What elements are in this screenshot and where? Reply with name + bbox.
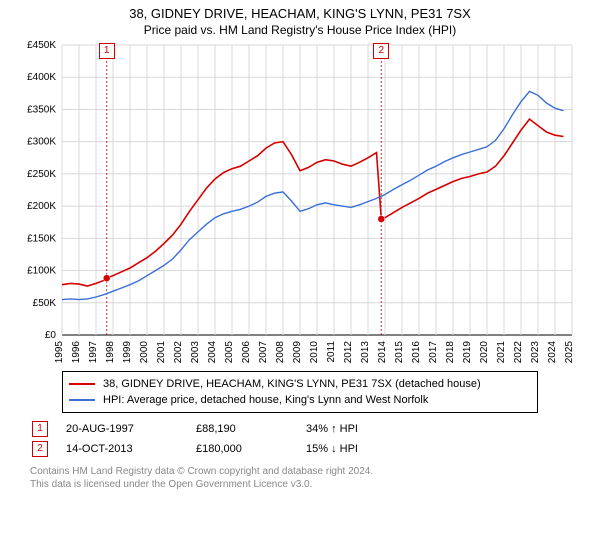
svg-text:1999: 1999 [122, 341, 133, 364]
svg-text:2007: 2007 [258, 341, 269, 364]
event-date: 14-OCT-2013 [66, 443, 196, 455]
event-price: £88,190 [196, 423, 306, 435]
chart-subtitle: Price paid vs. HM Land Registry's House … [0, 23, 600, 37]
transaction-events: 1 20-AUG-1997£88,19034% ↑ HPI 2 14-OCT-2013… [30, 419, 570, 459]
svg-text:2008: 2008 [275, 341, 286, 364]
footer-line-1: Contains HM Land Registry data © Crown c… [30, 465, 570, 478]
svg-text:1997: 1997 [88, 341, 99, 364]
svg-text:2021: 2021 [496, 341, 507, 364]
svg-text:£250K: £250K [27, 169, 56, 180]
svg-text:2013: 2013 [360, 341, 371, 364]
price-chart: £0 £50K £100K £150K £200K £250K £300K £350K £400… [0, 37, 600, 367]
chart-container: 38, GIDNEY DRIVE, HEACHAM, KING'S LYNN, … [0, 0, 600, 560]
svg-text:1998: 1998 [105, 341, 116, 364]
svg-text:£100K: £100K [27, 266, 56, 277]
svg-text:2024: 2024 [547, 341, 558, 364]
legend-item-property: 38, GIDNEY DRIVE, HEACHAM, KING'S LYNN, … [69, 376, 531, 392]
svg-text:2025: 2025 [564, 341, 575, 364]
chart-title-address: 38, GIDNEY DRIVE, HEACHAM, KING'S LYNN, … [0, 6, 600, 21]
svg-text:2004: 2004 [207, 341, 218, 364]
svg-text:2014: 2014 [377, 341, 388, 364]
svg-text:£400K: £400K [27, 72, 56, 83]
svg-text:£200K: £200K [27, 201, 56, 212]
svg-text:2003: 2003 [190, 341, 201, 364]
svg-text:2020: 2020 [479, 341, 490, 364]
svg-text:£0: £0 [45, 330, 57, 341]
footer-attribution: Contains HM Land Registry data © Crown c… [30, 465, 570, 491]
legend-label-hpi: HPI: Average price, detached house, King… [103, 392, 428, 408]
event-badge: 2 [32, 441, 48, 457]
marker-badge-2: 2 [373, 43, 389, 59]
event-row: 1 20-AUG-1997£88,19034% ↑ HPI [30, 419, 570, 439]
footer-line-2: This data is licensed under the Open Gov… [30, 478, 570, 491]
svg-text:£150K: £150K [27, 233, 56, 244]
svg-text:£300K: £300K [27, 137, 56, 148]
svg-text:2018: 2018 [445, 341, 456, 364]
svg-text:2006: 2006 [241, 341, 252, 364]
svg-text:1995: 1995 [54, 341, 65, 364]
event-row: 2 14-OCT-2013£180,00015% ↓ HPI [30, 439, 570, 459]
svg-text:2022: 2022 [513, 341, 524, 364]
svg-text:2012: 2012 [343, 341, 354, 364]
svg-text:2005: 2005 [224, 341, 235, 364]
legend: 38, GIDNEY DRIVE, HEACHAM, KING'S LYNN, … [62, 371, 538, 413]
event-date: 20-AUG-1997 [66, 423, 196, 435]
svg-text:2011: 2011 [326, 341, 337, 363]
event-diff: 15% ↓ HPI [306, 443, 426, 455]
legend-label-property: 38, GIDNEY DRIVE, HEACHAM, KING'S LYNN, … [103, 376, 481, 392]
svg-text:2010: 2010 [309, 341, 320, 364]
marker-badge-1: 1 [99, 43, 115, 59]
svg-text:2009: 2009 [292, 341, 303, 364]
svg-text:2000: 2000 [139, 341, 150, 364]
svg-text:1996: 1996 [71, 341, 82, 364]
chart-titles: 38, GIDNEY DRIVE, HEACHAM, KING'S LYNN, … [0, 0, 600, 37]
svg-text:2001: 2001 [156, 341, 167, 364]
svg-text:2016: 2016 [411, 341, 422, 364]
svg-text:2015: 2015 [394, 341, 405, 364]
svg-text:2023: 2023 [530, 341, 541, 364]
svg-text:£350K: £350K [27, 104, 56, 115]
legend-swatch-hpi [69, 399, 95, 401]
legend-item-hpi: HPI: Average price, detached house, King… [69, 392, 531, 408]
svg-text:2017: 2017 [428, 341, 439, 364]
event-badge: 1 [32, 421, 48, 437]
svg-text:£50K: £50K [33, 298, 57, 309]
svg-text:£450K: £450K [27, 40, 56, 51]
legend-swatch-property [69, 383, 95, 385]
svg-text:2019: 2019 [462, 341, 473, 364]
event-diff: 34% ↑ HPI [306, 423, 426, 435]
event-price: £180,000 [196, 443, 306, 455]
svg-text:2002: 2002 [173, 341, 184, 364]
